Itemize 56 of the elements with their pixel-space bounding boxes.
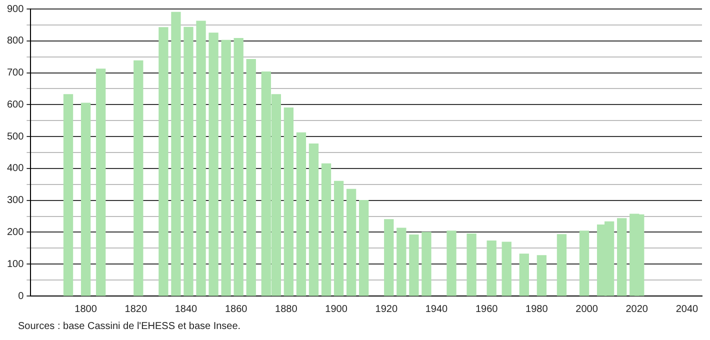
- x-tick-label: 1860: [224, 304, 248, 315]
- bar: [617, 218, 627, 296]
- x-tick-label: 2000: [576, 304, 598, 315]
- bar: [486, 240, 496, 296]
- x-tick-label: 1940: [425, 304, 448, 315]
- x-tick-label: 1980: [526, 304, 548, 315]
- bar: [346, 188, 356, 296]
- bar: [422, 232, 432, 296]
- bar: [196, 20, 206, 296]
- x-tick-label: 2040: [676, 304, 699, 315]
- bar: [556, 234, 567, 296]
- bar: [536, 255, 547, 296]
- bar: [396, 228, 406, 296]
- y-tick-label: 500: [6, 131, 24, 142]
- bar: [221, 40, 231, 296]
- x-tick-label: 1900: [325, 304, 348, 315]
- y-tick-label: 700: [6, 68, 24, 79]
- bar: [409, 234, 419, 296]
- y-tick-label: 900: [6, 4, 24, 15]
- bar: [502, 242, 512, 296]
- y-tick-label: 300: [6, 195, 24, 206]
- bar: [446, 230, 456, 296]
- bar: [80, 102, 91, 296]
- bar: [171, 12, 181, 296]
- bar: [308, 144, 319, 296]
- bar: [96, 68, 106, 296]
- source-note: Sources : base Cassini de l'EHESS et base Insee.: [18, 321, 241, 332]
- bar: [384, 219, 394, 296]
- x-tick-label: 1920: [375, 304, 398, 315]
- x-tick-label: 1960: [475, 304, 498, 315]
- bar: [296, 132, 306, 296]
- bar: [63, 94, 74, 296]
- x-tick-label: 1820: [124, 304, 148, 315]
- bar: [246, 59, 256, 296]
- y-tick-label: 400: [6, 163, 24, 174]
- y-tick-label: 0: [18, 290, 24, 302]
- bar: [334, 180, 344, 296]
- y-tick-label: 600: [6, 99, 24, 110]
- bar: [359, 200, 369, 296]
- x-tick-label: 1840: [174, 304, 198, 315]
- x-tick-label: 1880: [275, 304, 298, 315]
- bar: [234, 38, 244, 296]
- y-tick-label: 800: [6, 36, 24, 47]
- y-tick-label: 100: [6, 258, 24, 270]
- bar: [519, 254, 529, 296]
- x-tick-label: 2020: [626, 304, 648, 315]
- bar: [466, 233, 476, 296]
- y-tick-label: 200: [6, 226, 24, 238]
- bar: [208, 32, 218, 296]
- x-tick-label: 1800: [74, 304, 98, 315]
- bar: [321, 163, 332, 296]
- bar: [184, 26, 194, 296]
- bar: [158, 27, 168, 296]
- bar: [284, 108, 294, 296]
- bar: [579, 230, 590, 296]
- bar: [134, 60, 144, 296]
